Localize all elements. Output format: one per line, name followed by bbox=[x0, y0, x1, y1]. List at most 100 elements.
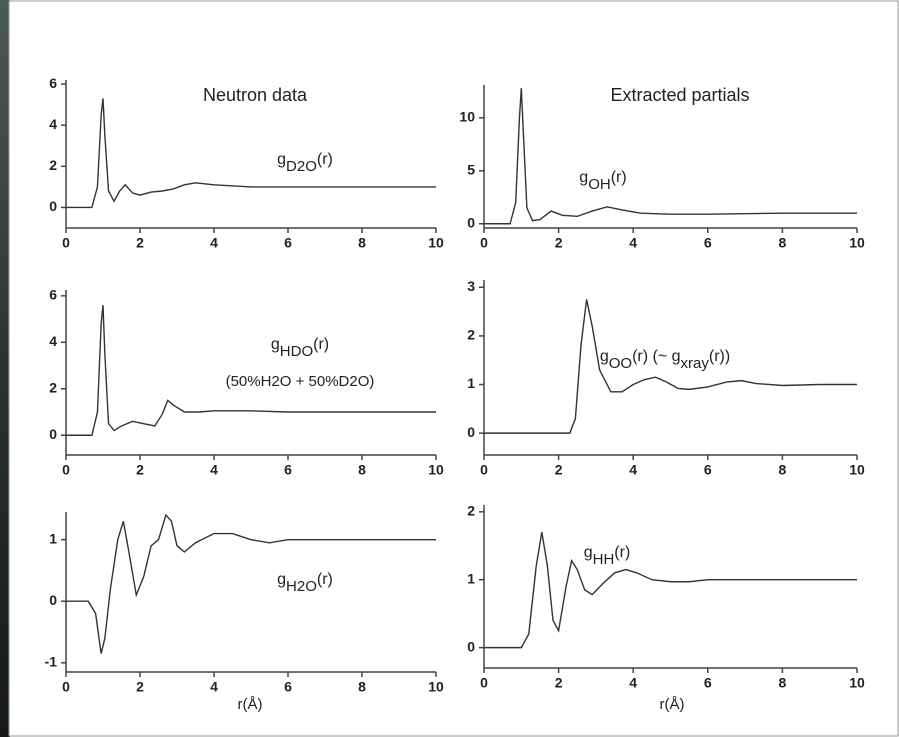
y-tick-label: 0 bbox=[467, 638, 475, 654]
panel-title: Neutron data bbox=[203, 85, 308, 105]
label-subscript: HH bbox=[593, 551, 615, 568]
data-line bbox=[484, 299, 857, 434]
label-subscript: OO bbox=[609, 355, 632, 372]
x-axis-label: r(Å) bbox=[238, 696, 263, 713]
x-tick-label: 0 bbox=[62, 235, 70, 251]
x-tick-label: 4 bbox=[629, 462, 637, 478]
y-tick-label: 4 bbox=[49, 333, 57, 349]
label-subscript: HDO bbox=[280, 343, 313, 360]
subplot: 0 2 4 6 8 10 0 5 10 Extracted partials gOH(r) bbox=[459, 85, 865, 251]
y-tick-label: 5 bbox=[467, 162, 475, 178]
y-tick-label: 0 bbox=[467, 424, 475, 440]
y-tick-label: 3 bbox=[467, 278, 475, 294]
subplot: 0 2 4 6 8 10 0 2 4 6 gHDO(r) (50%H2O + 50%D2O) bbox=[49, 287, 444, 478]
x-tick-label: 6 bbox=[284, 462, 292, 478]
label-text: g bbox=[277, 571, 286, 588]
y-tick-label: 2 bbox=[49, 379, 57, 395]
y-tick-label: 1 bbox=[467, 375, 475, 391]
data-line bbox=[484, 88, 857, 225]
label-text: (r) bbox=[317, 571, 333, 588]
y-tick-label: -1 bbox=[45, 653, 58, 669]
y-tick-label: 10 bbox=[459, 109, 475, 125]
label-subscript: OH bbox=[588, 176, 611, 193]
x-tick-label: 0 bbox=[480, 235, 488, 251]
curve-label: gOH(r) bbox=[579, 169, 626, 193]
x-tick-label: 8 bbox=[779, 675, 787, 691]
label-text: g bbox=[600, 348, 609, 365]
x-tick-label: 8 bbox=[779, 462, 787, 478]
figure-panel bbox=[8, 0, 899, 737]
label-text: (r) bbox=[313, 336, 329, 353]
x-tick-label: 4 bbox=[629, 675, 637, 691]
data-line bbox=[66, 513, 436, 654]
x-tick-label: 2 bbox=[555, 462, 563, 478]
curve-label: gH2O(r) bbox=[277, 571, 333, 595]
x-tick-label: 2 bbox=[555, 675, 563, 691]
y-tick-label: 2 bbox=[49, 157, 57, 173]
x-tick-label: 8 bbox=[358, 462, 366, 478]
label-subscript: D2O bbox=[286, 158, 317, 175]
label-text: (r) (~ g bbox=[632, 348, 680, 365]
y-tick-label: 6 bbox=[49, 287, 57, 303]
panel-title: Extracted partials bbox=[610, 85, 749, 105]
y-tick-label: 0 bbox=[49, 198, 57, 214]
x-tick-label: 4 bbox=[210, 235, 218, 251]
y-tick-label: 0 bbox=[467, 214, 475, 230]
y-tick-label: 2 bbox=[467, 502, 475, 518]
curve-label: gOO(r) (~ gxray(r)) bbox=[600, 348, 730, 372]
data-line bbox=[484, 532, 857, 649]
background-strip bbox=[0, 0, 10, 737]
label-text: (r) bbox=[611, 169, 627, 186]
x-tick-label: 0 bbox=[480, 462, 488, 478]
data-line bbox=[66, 305, 436, 436]
x-tick-label: 6 bbox=[704, 462, 712, 478]
x-tick-label: 6 bbox=[704, 235, 712, 251]
y-tick-label: 6 bbox=[49, 75, 57, 91]
label-subscript: xray bbox=[681, 355, 710, 372]
label-text: g bbox=[579, 169, 588, 186]
x-tick-label: 10 bbox=[849, 235, 865, 251]
label-text: (r) bbox=[317, 151, 333, 168]
label-text: (r) bbox=[614, 544, 630, 561]
y-tick-label: 0 bbox=[49, 426, 57, 442]
label-text: g bbox=[277, 151, 286, 168]
x-tick-label: 10 bbox=[849, 675, 865, 691]
label-text: g bbox=[271, 336, 280, 353]
x-tick-label: 10 bbox=[849, 462, 865, 478]
curve-label: gHDO(r) bbox=[271, 336, 329, 360]
curve-label: gHH(r) bbox=[584, 544, 631, 568]
curve-note: (50%H2O + 50%D2O) bbox=[226, 373, 375, 390]
x-tick-label: 6 bbox=[284, 235, 292, 251]
data-line bbox=[66, 98, 436, 209]
x-tick-label: 0 bbox=[62, 462, 70, 478]
y-tick-label: 1 bbox=[467, 570, 475, 586]
label-text: g bbox=[584, 544, 593, 561]
label-subscript: H2O bbox=[286, 578, 317, 595]
x-tick-label: 10 bbox=[428, 235, 444, 251]
x-tick-label: 4 bbox=[210, 679, 218, 695]
x-tick-label: 2 bbox=[136, 235, 144, 251]
x-tick-label: 2 bbox=[136, 462, 144, 478]
x-tick-label: 8 bbox=[358, 235, 366, 251]
x-tick-label: 10 bbox=[428, 679, 444, 695]
x-tick-label: 6 bbox=[704, 675, 712, 691]
subplot: 0 2 4 6 8 10 0 2 4 6 Neutron data gD2O(r) bbox=[49, 75, 444, 251]
y-tick-label: 1 bbox=[49, 530, 57, 546]
x-tick-label: 6 bbox=[284, 679, 292, 695]
x-tick-label: 8 bbox=[358, 679, 366, 695]
x-tick-label: 8 bbox=[779, 235, 787, 251]
x-tick-label: 2 bbox=[555, 235, 563, 251]
y-tick-label: 0 bbox=[49, 592, 57, 608]
x-tick-label: 2 bbox=[136, 679, 144, 695]
x-tick-label: 0 bbox=[62, 679, 70, 695]
x-tick-label: 10 bbox=[428, 462, 444, 478]
x-tick-label: 4 bbox=[210, 462, 218, 478]
label-text: (r)) bbox=[709, 348, 730, 365]
subplot: 0 2 4 6 8 10 0 1 2 3 gOO(r) (~ gxray(r)) bbox=[467, 278, 865, 478]
y-tick-label: 4 bbox=[49, 116, 57, 132]
subplot: 0 2 4 6 8 10 0 1 2 gHH(r) r(Å) bbox=[467, 502, 865, 712]
x-axis-label: r(Å) bbox=[660, 696, 685, 713]
x-tick-label: 4 bbox=[629, 235, 637, 251]
